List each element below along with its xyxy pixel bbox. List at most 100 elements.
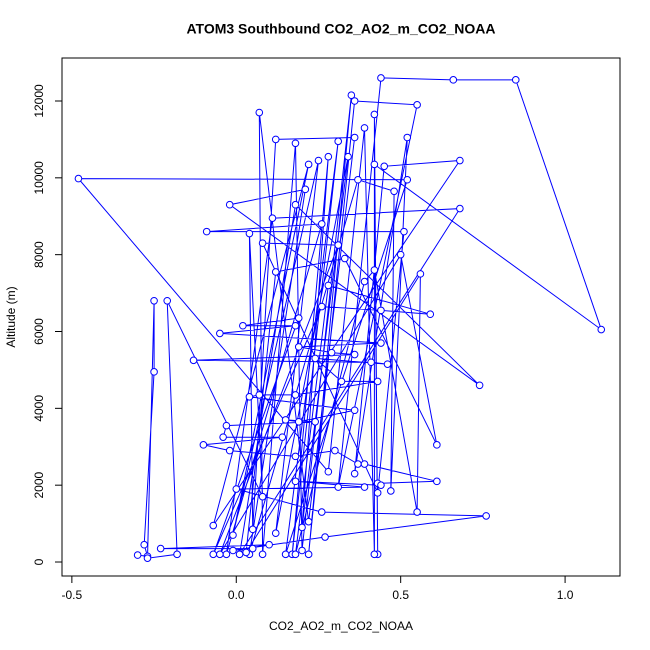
- data-point: [278, 433, 287, 441]
- x-tick-label: -0.5: [62, 588, 83, 602]
- data-point: [143, 554, 152, 562]
- data-point: [416, 270, 425, 278]
- data-point: [413, 101, 421, 109]
- data-point: [350, 97, 359, 105]
- data-point: [281, 550, 290, 559]
- data-point: [360, 460, 369, 468]
- y-tick-label: 6000: [32, 318, 46, 345]
- data-point: [367, 358, 375, 367]
- data-point: [298, 546, 306, 555]
- data-point: [294, 417, 303, 426]
- data-point: [291, 477, 300, 486]
- y-axis-title: Altitude (m): [4, 286, 18, 347]
- data-point: [317, 302, 326, 311]
- data-point: [294, 314, 303, 322]
- data-point: [271, 529, 280, 538]
- data-point: [360, 483, 369, 491]
- data-point: [202, 227, 211, 236]
- x-tick-label: 1.0: [557, 588, 574, 602]
- chart-title: ATOM3 Southbound CO2_AO2_m_CO2_NOAA: [186, 21, 495, 37]
- data-point: [235, 550, 244, 559]
- data-point: [219, 433, 227, 441]
- data-point: [140, 540, 149, 549]
- data-point: [248, 525, 257, 534]
- data-point: [340, 254, 349, 263]
- data-point: [291, 391, 300, 399]
- data-point: [370, 266, 379, 274]
- data-point: [199, 441, 208, 449]
- data-point: [255, 108, 264, 117]
- data-point: [216, 329, 224, 338]
- data-point: [173, 550, 181, 559]
- data-point: [413, 508, 421, 516]
- data-point: [433, 477, 441, 486]
- data-point: [475, 381, 484, 390]
- data-point: [150, 368, 158, 376]
- y-tick-label: 4000: [32, 395, 46, 422]
- data-point: [380, 162, 389, 171]
- data-point: [403, 175, 412, 184]
- data-point: [324, 152, 333, 161]
- data-point: [511, 76, 520, 84]
- data-point: [377, 306, 385, 315]
- data-point: [242, 548, 250, 557]
- data-point: [304, 550, 313, 559]
- x-tick-label: 0.5: [392, 588, 409, 602]
- data-point: [482, 512, 490, 520]
- data-point: [433, 441, 441, 449]
- data-point: [400, 227, 408, 236]
- data-point: [321, 533, 329, 541]
- data-point: [291, 200, 300, 209]
- y-tick-label: 8000: [32, 241, 46, 268]
- x-axis-title: CO2_AO2_m_CO2_NOAA: [269, 619, 413, 633]
- data-point: [347, 91, 356, 100]
- data-point: [291, 452, 300, 461]
- data-point: [245, 229, 254, 238]
- data-point: [209, 521, 218, 530]
- data-point: [281, 416, 290, 424]
- data-point: [314, 156, 323, 165]
- data-point: [291, 550, 300, 559]
- data-point: [377, 481, 385, 489]
- data-point: [245, 393, 254, 401]
- data-point: [311, 354, 319, 363]
- data-point: [350, 133, 359, 142]
- data-point: [258, 239, 267, 247]
- data-point: [334, 137, 343, 146]
- data-point: [331, 446, 339, 455]
- data-point: [225, 200, 234, 209]
- data-point: [304, 160, 313, 169]
- data-point: [291, 139, 300, 148]
- data-point: [456, 156, 464, 165]
- data-point: [133, 551, 142, 559]
- data-point: [317, 508, 326, 516]
- data-point: [74, 174, 83, 183]
- data-point: [294, 343, 303, 351]
- data-point: [222, 421, 231, 430]
- data-point: [189, 356, 198, 365]
- x-tick-label: 0.0: [228, 588, 245, 602]
- data-point: [360, 277, 369, 286]
- data-point: [150, 296, 158, 305]
- data-point: [360, 124, 369, 132]
- data-point: [344, 152, 352, 161]
- data-point: [248, 544, 257, 553]
- data-point: [271, 268, 280, 276]
- data-point: [370, 550, 379, 559]
- data-point: [337, 377, 346, 386]
- data-point: [334, 483, 343, 491]
- data-point: [324, 467, 333, 476]
- y-tick-label: 0: [32, 558, 46, 565]
- data-point: [396, 250, 405, 259]
- y-tick-label: 2000: [32, 472, 46, 499]
- data-point: [373, 377, 382, 386]
- data-point: [377, 74, 385, 82]
- data-point: [311, 417, 319, 426]
- data-point: [301, 185, 310, 194]
- data-point: [232, 485, 241, 493]
- data-point: [387, 487, 395, 495]
- data-point: [239, 321, 247, 330]
- data-point: [390, 187, 398, 196]
- data-point: [229, 546, 237, 555]
